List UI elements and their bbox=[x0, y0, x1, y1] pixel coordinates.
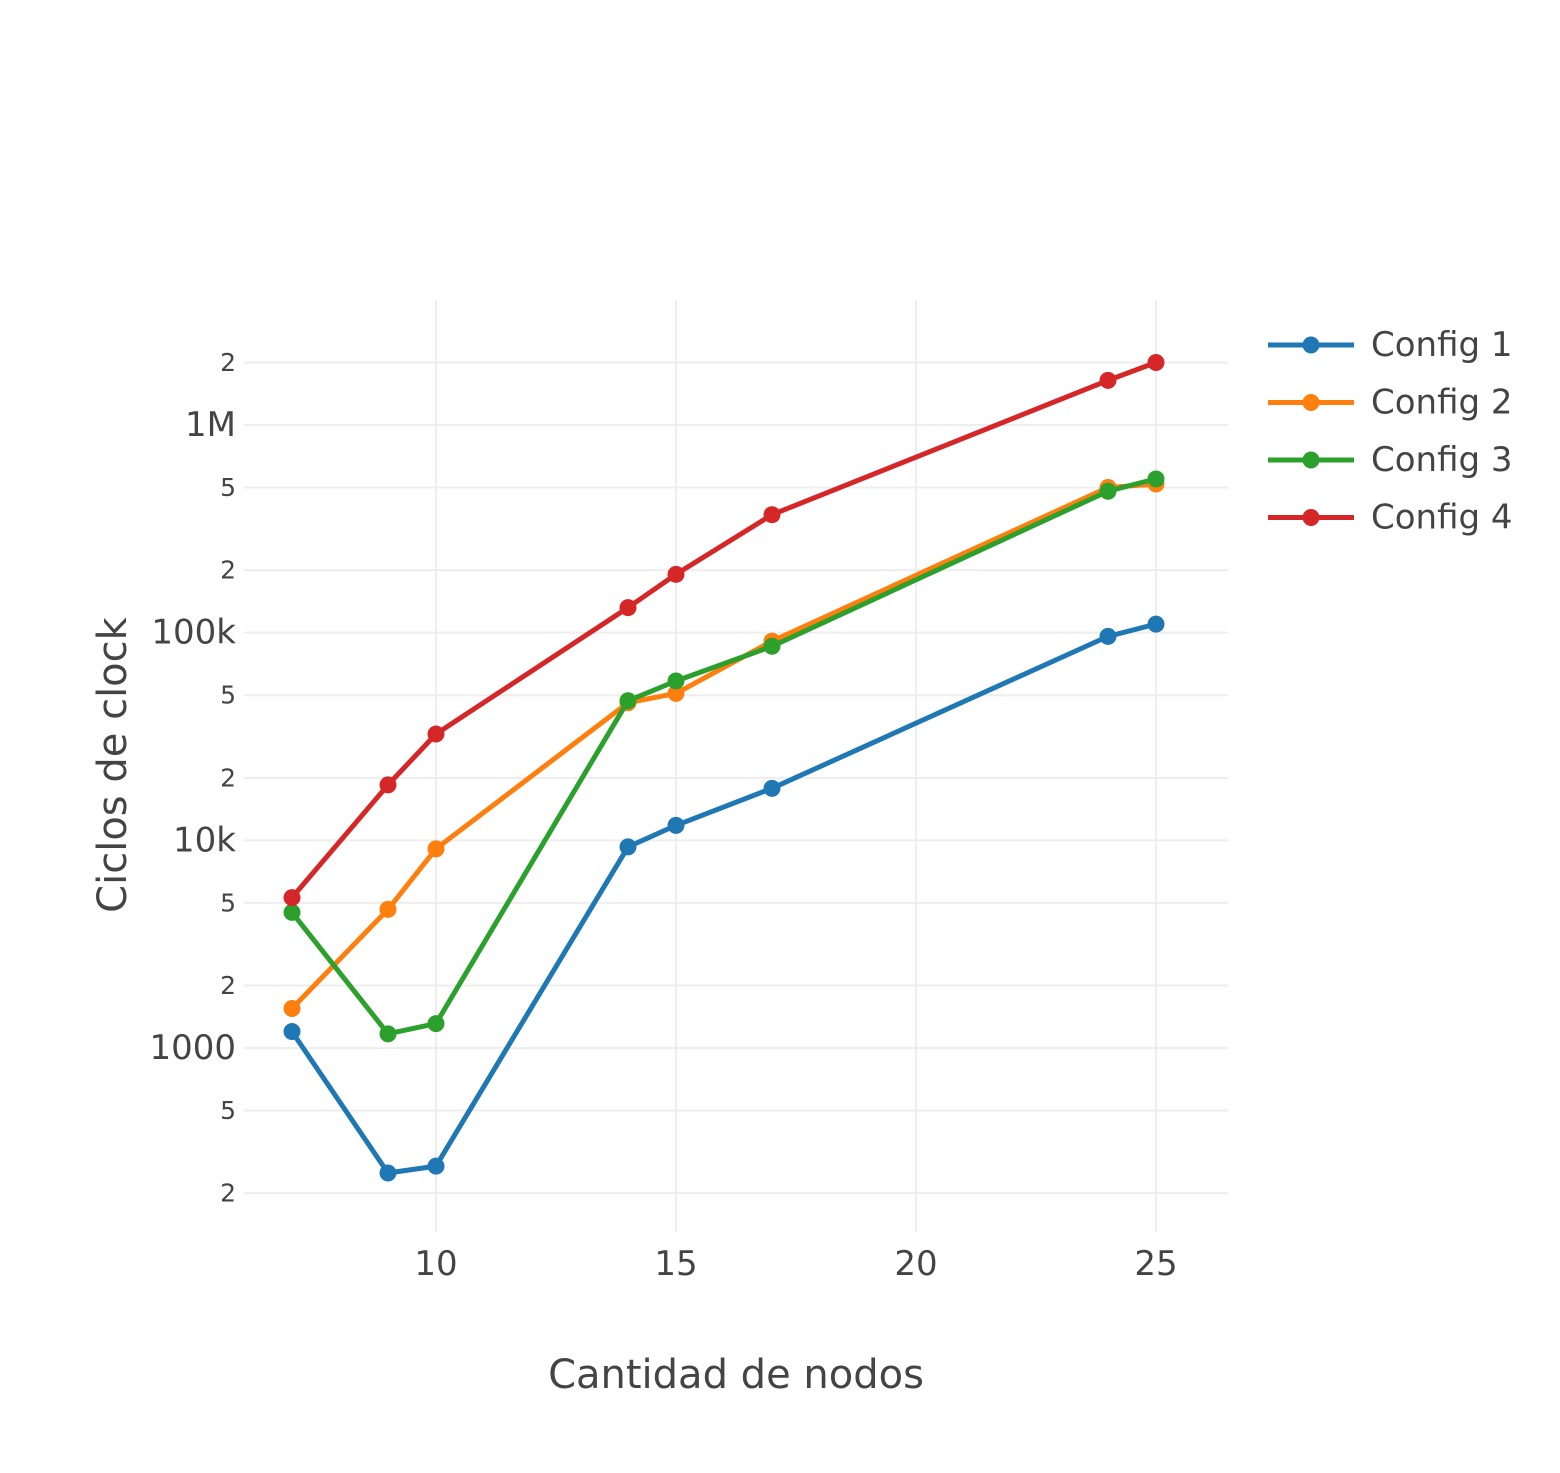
series-line bbox=[289, 481, 1159, 1011]
x-tick-label: 10 bbox=[414, 1244, 457, 1284]
legend-label: Config 4 bbox=[1371, 498, 1513, 538]
data-point bbox=[1147, 615, 1165, 633]
series-config-2 bbox=[283, 475, 1165, 1017]
legend-label: Config 2 bbox=[1371, 383, 1513, 423]
data-point bbox=[667, 565, 685, 583]
legend-item: Config 3 bbox=[1268, 440, 1513, 480]
y-tick-label: 2 bbox=[220, 556, 236, 585]
y-axis-ticks: 1000 10k 100k 1M 2 5 2 5 2 5 2 5 2 bbox=[149, 348, 236, 1208]
y-axis-title: Ciclos de clock bbox=[90, 616, 136, 912]
data-point bbox=[619, 838, 637, 856]
legend-swatch-marker bbox=[1302, 509, 1320, 526]
data-point bbox=[667, 684, 685, 702]
y-tick-label: 100k bbox=[151, 613, 236, 653]
data-point bbox=[379, 1025, 397, 1043]
legend-item: Config 2 bbox=[1268, 383, 1513, 423]
legend-item: Config 4 bbox=[1268, 498, 1513, 538]
data-point bbox=[619, 692, 637, 710]
data-point bbox=[619, 599, 637, 617]
y-tick-label: 2 bbox=[220, 763, 236, 792]
legend-item: Config 1 bbox=[1268, 325, 1513, 365]
legend-label: Config 3 bbox=[1371, 440, 1513, 480]
x-tick-label: 25 bbox=[1134, 1244, 1177, 1284]
data-point bbox=[283, 1023, 301, 1041]
data-point bbox=[1099, 627, 1117, 645]
data-point bbox=[283, 889, 301, 907]
data-point bbox=[283, 999, 301, 1017]
y-tick-label: 5 bbox=[220, 888, 236, 917]
x-tick-label: 15 bbox=[654, 1244, 697, 1284]
series-config-3 bbox=[283, 470, 1165, 1043]
x-tick-label: 20 bbox=[894, 1244, 937, 1284]
data-point bbox=[283, 903, 301, 921]
y-tick-label: 5 bbox=[220, 1096, 236, 1125]
data-point bbox=[427, 1157, 445, 1175]
data-point bbox=[763, 506, 781, 524]
y-tick-label: 1M bbox=[185, 405, 236, 445]
series-layer bbox=[283, 354, 1165, 1182]
data-point bbox=[379, 776, 397, 794]
data-point bbox=[1147, 470, 1165, 488]
data-point bbox=[1099, 482, 1117, 500]
series-config-4 bbox=[283, 354, 1165, 907]
legend-swatch-marker bbox=[1302, 394, 1320, 411]
y-gridlines bbox=[244, 361, 1228, 1195]
legend-label: Config 1 bbox=[1371, 325, 1513, 365]
legend-swatch-marker bbox=[1302, 451, 1320, 469]
x-gridlines bbox=[435, 300, 1157, 1232]
series-config-1 bbox=[283, 615, 1165, 1182]
data-point bbox=[427, 1015, 445, 1033]
data-point bbox=[1099, 371, 1117, 389]
y-tick-label: 10k bbox=[173, 820, 236, 860]
data-point bbox=[763, 779, 781, 797]
data-point bbox=[379, 1164, 397, 1182]
y-tick-label: 2 bbox=[220, 348, 236, 377]
y-tick-label: 2 bbox=[220, 1179, 236, 1208]
y-tick-label: 5 bbox=[220, 681, 236, 710]
data-point bbox=[667, 816, 685, 834]
data-point bbox=[379, 900, 397, 918]
data-point bbox=[427, 840, 445, 858]
legend: Config 1 Config 2 Config 3 Config 4 bbox=[1268, 325, 1513, 538]
series-line bbox=[289, 360, 1159, 901]
y-tick-label: 5 bbox=[220, 473, 236, 502]
x-axis-ticks: 10 15 20 25 bbox=[414, 1244, 1177, 1284]
data-point bbox=[763, 637, 781, 655]
data-point bbox=[667, 672, 685, 690]
data-point bbox=[1147, 354, 1165, 372]
y-tick-label: 1000 bbox=[149, 1028, 236, 1068]
y-tick-label: 2 bbox=[220, 971, 236, 1000]
series-line bbox=[289, 476, 1159, 1037]
series-line bbox=[289, 621, 1159, 1176]
data-point bbox=[427, 725, 445, 743]
legend-swatch-marker bbox=[1302, 336, 1320, 354]
x-axis-title: Cantidad de nodos bbox=[548, 1352, 924, 1398]
